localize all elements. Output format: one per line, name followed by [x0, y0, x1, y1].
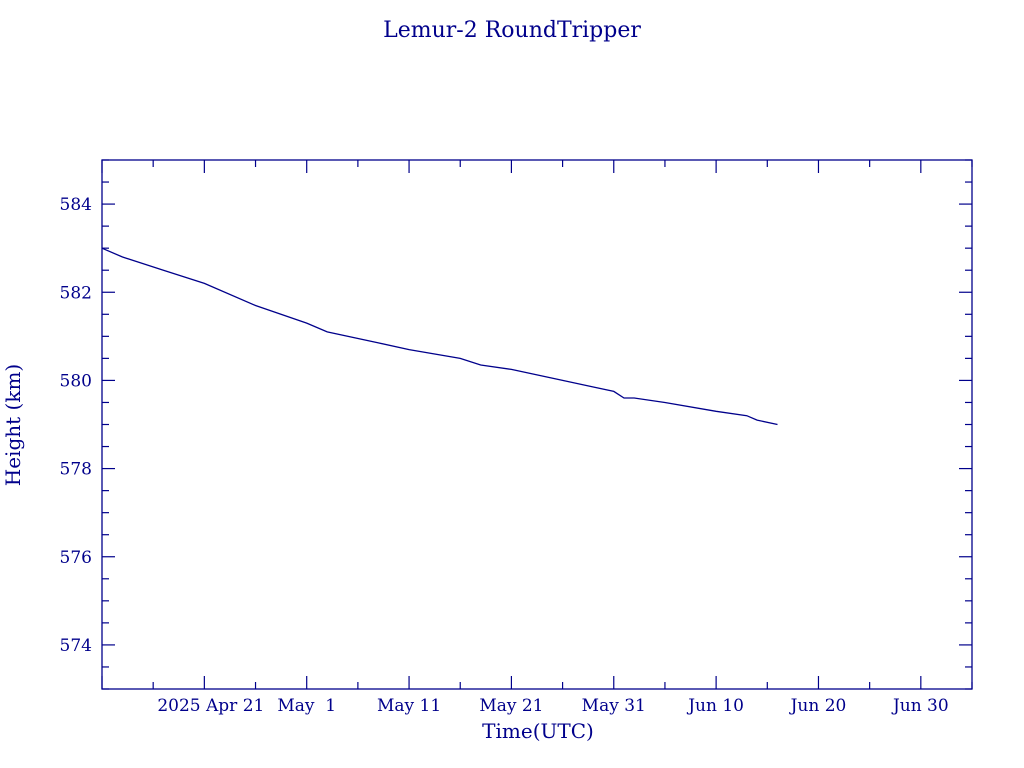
x-tick-label: May 1 [277, 696, 336, 716]
y-tick-label: 580 [60, 371, 92, 391]
plot-frame [101, 159, 973, 690]
x-tick-label: Jun 30 [891, 696, 949, 716]
x-tick-label: 2025 Apr 21 [157, 696, 264, 716]
y-tick-label: 578 [60, 460, 92, 480]
y-tick-label: 576 [60, 548, 92, 568]
x-tick-label: May 11 [377, 696, 441, 716]
y-tick-label: 584 [60, 195, 92, 215]
y-axis-label: Height (km) [1, 364, 25, 486]
chart-title: Lemur-2 RoundTripper [383, 18, 641, 43]
y-tick-label: 574 [60, 636, 92, 656]
x-tick-label: May 31 [582, 696, 646, 716]
x-tick-label: Jun 20 [789, 696, 847, 716]
x-tick-label: Jun 10 [686, 696, 744, 716]
x-axis-label: Time(UTC) [482, 719, 594, 743]
series-line [101, 247, 778, 426]
y-tick-label: 582 [60, 283, 92, 303]
x-tick-label: May 21 [479, 696, 543, 716]
